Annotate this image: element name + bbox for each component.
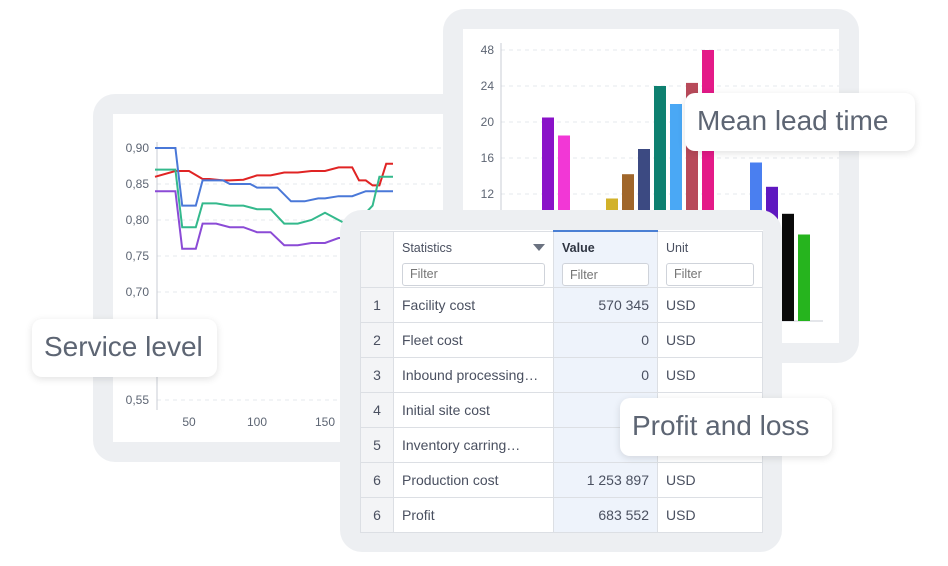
profit-and-loss-table-panel: Statistics Value Unit bbox=[360, 230, 763, 533]
value-header-label: Value bbox=[562, 241, 595, 255]
row-number-header bbox=[360, 230, 394, 288]
sort-descending-icon[interactable] bbox=[533, 244, 545, 251]
y-tick-label: 0,85 bbox=[126, 177, 150, 191]
y-tick-label: 20 bbox=[481, 115, 495, 129]
statistic-cell[interactable]: Inventory carring… bbox=[393, 426, 554, 463]
y-tick-label: 0,70 bbox=[126, 285, 150, 299]
row-number: 3 bbox=[360, 356, 394, 393]
statistic-cell[interactable]: Profit bbox=[393, 496, 554, 533]
statistics-column-header[interactable]: Statistics bbox=[393, 230, 554, 288]
unit-cell[interactable]: USD bbox=[657, 356, 763, 393]
row-number: 2 bbox=[360, 321, 394, 358]
profit-and-loss-callout: Profit and loss bbox=[620, 398, 832, 456]
bar bbox=[798, 234, 810, 321]
unit-cell[interactable]: USD bbox=[657, 321, 763, 358]
statistic-cell[interactable]: Production cost bbox=[393, 461, 554, 498]
x-tick-label: 100 bbox=[247, 415, 267, 429]
row-number: 6 bbox=[360, 496, 394, 533]
series-line bbox=[154, 162, 393, 187]
y-tick-label: 24 bbox=[481, 79, 495, 93]
unit-filter-input[interactable] bbox=[666, 262, 754, 286]
y-tick-label: 12 bbox=[481, 187, 495, 201]
statistics-header-label: Statistics bbox=[402, 240, 453, 255]
unit-cell[interactable]: USD bbox=[657, 496, 763, 533]
bar bbox=[782, 213, 794, 321]
y-tick-label: 0,55 bbox=[126, 393, 150, 407]
value-cell[interactable]: 570 345 bbox=[553, 286, 658, 323]
service-level-callout: Service level bbox=[32, 319, 217, 377]
statistic-cell[interactable]: Facility cost bbox=[393, 286, 554, 323]
value-column-header[interactable]: Value bbox=[553, 230, 658, 288]
value-cell[interactable]: 1 253 897 bbox=[553, 461, 658, 498]
unit-header-label: Unit bbox=[666, 240, 689, 255]
y-tick-label: 0,80 bbox=[126, 213, 150, 227]
profit-and-loss-table: Statistics Value Unit bbox=[360, 230, 763, 533]
profit-and-loss-card: Statistics Value Unit bbox=[340, 210, 782, 552]
table-row[interactable]: 6 Production cost 1 253 897 USD bbox=[360, 461, 763, 498]
mean-lead-time-callout: Mean lead time bbox=[685, 93, 915, 151]
y-tick-label: 0,90 bbox=[126, 141, 150, 155]
series-line bbox=[155, 190, 353, 250]
grid-lines bbox=[157, 147, 453, 401]
value-cell[interactable]: 0 bbox=[553, 321, 658, 358]
row-number: 1 bbox=[360, 286, 394, 323]
value-cell[interactable]: 0 bbox=[553, 356, 658, 393]
y-tick-label: 16 bbox=[481, 151, 495, 165]
unit-column-header[interactable]: Unit bbox=[657, 230, 763, 288]
statistic-cell[interactable]: Inbound processing… bbox=[393, 356, 554, 393]
y-tick-label: 0,75 bbox=[126, 249, 150, 263]
row-number: 4 bbox=[360, 391, 394, 428]
y-tick-label: 48 bbox=[481, 43, 495, 57]
table-header-row: Statistics Value Unit bbox=[360, 230, 763, 288]
row-number: 6 bbox=[360, 461, 394, 498]
value-filter-input[interactable] bbox=[562, 263, 649, 286]
series-line bbox=[155, 147, 393, 207]
value-cell[interactable]: 683 552 bbox=[553, 496, 658, 533]
table-row[interactable]: 1 Facility cost 570 345 USD bbox=[360, 286, 763, 323]
x-tick-label: 150 bbox=[315, 415, 335, 429]
statistic-cell[interactable]: Initial site cost bbox=[393, 391, 554, 428]
table-row[interactable]: 6 Profit 683 552 USD bbox=[360, 496, 763, 533]
unit-cell[interactable]: USD bbox=[657, 461, 763, 498]
statistics-filter-input[interactable] bbox=[402, 262, 545, 286]
statistic-cell[interactable]: Fleet cost bbox=[393, 321, 554, 358]
row-number: 5 bbox=[360, 426, 394, 463]
x-tick-label: 50 bbox=[182, 415, 196, 429]
table-row[interactable]: 3 Inbound processing… 0 USD bbox=[360, 356, 763, 393]
unit-cell[interactable]: USD bbox=[657, 286, 763, 323]
value-cell[interactable] bbox=[553, 426, 658, 463]
table-row[interactable]: 2 Fleet cost 0 USD bbox=[360, 321, 763, 358]
